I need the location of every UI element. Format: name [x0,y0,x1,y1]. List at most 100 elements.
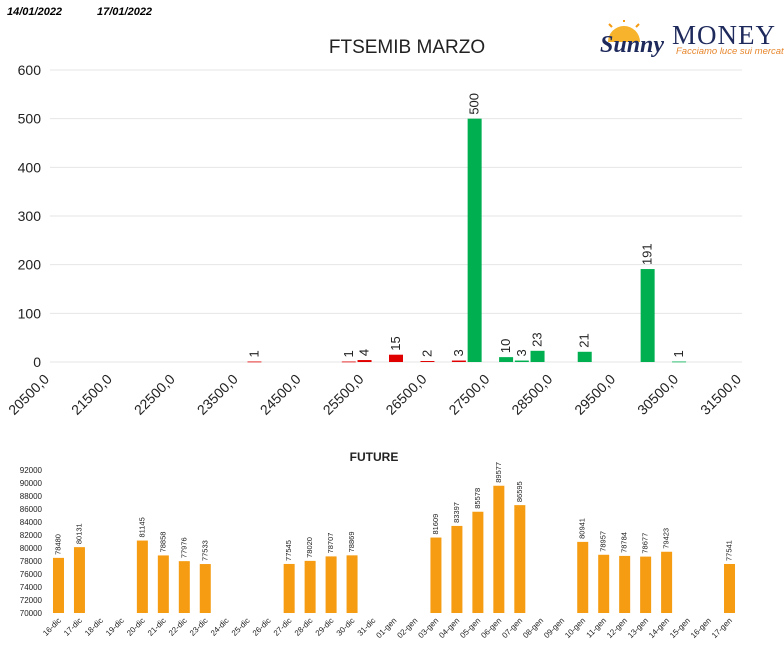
bar-value-label: 77545 [284,540,293,561]
bar-value-label: 3 [514,349,529,356]
bar-value-label: 78858 [158,532,167,553]
x-tick-label: 04-gen [437,616,461,640]
y-tick-label: 84000 [20,518,43,527]
x-tick-label: 12-gen [605,616,629,640]
y-tick-label: 88000 [20,492,43,501]
x-tick-label: 22-dic [167,616,189,638]
date-from: 14/01/2022 [7,6,63,18]
bar [598,554,610,613]
bar-value-label: 80131 [74,523,83,544]
chart-title: FTSEMIB MARZO [329,37,485,58]
bar [430,537,442,613]
x-tick-label: 10-gen [563,616,587,640]
x-tick-label: 19-dic [104,616,126,638]
bar [346,555,358,613]
bar [640,269,655,362]
bar-value-label: 78869 [347,531,356,552]
bar-value-label: 78957 [599,531,608,552]
x-tick-label: 14-gen [647,616,671,640]
bar-value-label: 4 [357,349,372,356]
bar [136,540,148,613]
bar [493,485,505,613]
bar [73,547,85,613]
y-tick-label: 76000 [20,570,43,579]
x-tick-label: 17-gen [710,616,734,640]
bar-value-label: 77976 [179,537,188,558]
bar-value-label: 500 [467,93,482,115]
x-tick-label: 27-dic [272,616,294,638]
bar [530,350,545,362]
bar [724,563,736,613]
bar-value-label: 15 [388,336,403,350]
bar-value-label: 89577 [494,462,503,483]
bar [514,505,526,613]
y-tick-label: 400 [18,159,42,175]
x-tick-label: 18-dic [83,616,105,638]
x-tick-label: 28-dic [293,616,315,638]
bar-value-label: 2 [419,350,434,357]
bar [157,555,169,613]
x-tick-label: 16-dic [41,616,63,638]
x-tick-label: 17-dic [62,616,84,638]
bar [451,525,463,613]
bar-value-label: 78020 [305,537,314,558]
logo-name: MONEY [672,20,776,50]
x-tick-label: 23-dic [188,616,210,638]
x-tick-label: 26-dic [251,616,273,638]
sunny-money-logo: Sunny MONEY Facciamo luce sui mercati [598,20,784,60]
bar-value-label: 81609 [431,514,440,535]
y-tick-label: 86000 [20,505,43,514]
bar-value-label: 85578 [473,488,482,509]
x-tick-label: 09-gen [542,616,566,640]
date-to: 17/01/2022 [97,6,153,18]
y-tick-label: 600 [18,62,42,78]
bar-value-label: 77541 [725,540,734,561]
bar [304,560,316,613]
bar-value-label: 3 [451,349,466,356]
bar [247,361,262,363]
bar-value-label: 1 [671,350,686,357]
x-tick-label: 25-dic [230,616,252,638]
logo-tagline: Facciamo luce sui mercati [676,46,784,57]
x-tick-label: 06-gen [479,616,503,640]
bar-value-label: 78480 [53,534,62,555]
y-tick-label: 300 [18,208,42,224]
sun-icon [608,20,640,42]
bar-value-label: 79423 [662,528,671,549]
x-tick-label: 07-gen [500,616,524,640]
bar [420,361,435,362]
bar [577,351,592,362]
x-tick-label: 21-dic [146,616,168,638]
x-tick-label: 02-gen [395,616,419,640]
bar-value-label: 78784 [620,532,629,553]
y-tick-label: 92000 [20,466,43,475]
bar-value-label: 77533 [200,540,209,561]
bar [577,541,589,613]
bar-value-label: 10 [498,339,513,353]
bar-value-label: 191 [640,243,655,265]
y-tick-label: 90000 [20,479,43,488]
bar [467,118,482,363]
bar [199,564,211,613]
bar-value-label: 78707 [326,533,335,554]
y-tick-label: 70000 [20,609,43,618]
bar-value-label: 23 [530,332,545,346]
bar [640,556,652,613]
y-tick-label: 200 [18,257,42,273]
bar [52,557,64,613]
y-tick-label: 82000 [20,531,43,540]
x-tick-label: 24-dic [209,616,231,638]
x-tick-label: 30-dic [335,616,357,638]
x-tick-label: 16-gen [689,616,713,640]
bar-value-label: 80941 [578,518,587,539]
x-tick-label: 29-dic [314,616,336,638]
x-tick-label: 01-gen [374,616,398,640]
x-tick-label: 08-gen [521,616,545,640]
bar [178,561,190,613]
x-tick-label: 15-gen [668,616,692,640]
y-tick-label: 0 [33,354,41,370]
y-tick-label: 500 [18,111,42,127]
y-tick-label: 80000 [20,544,43,553]
bar [661,551,673,613]
